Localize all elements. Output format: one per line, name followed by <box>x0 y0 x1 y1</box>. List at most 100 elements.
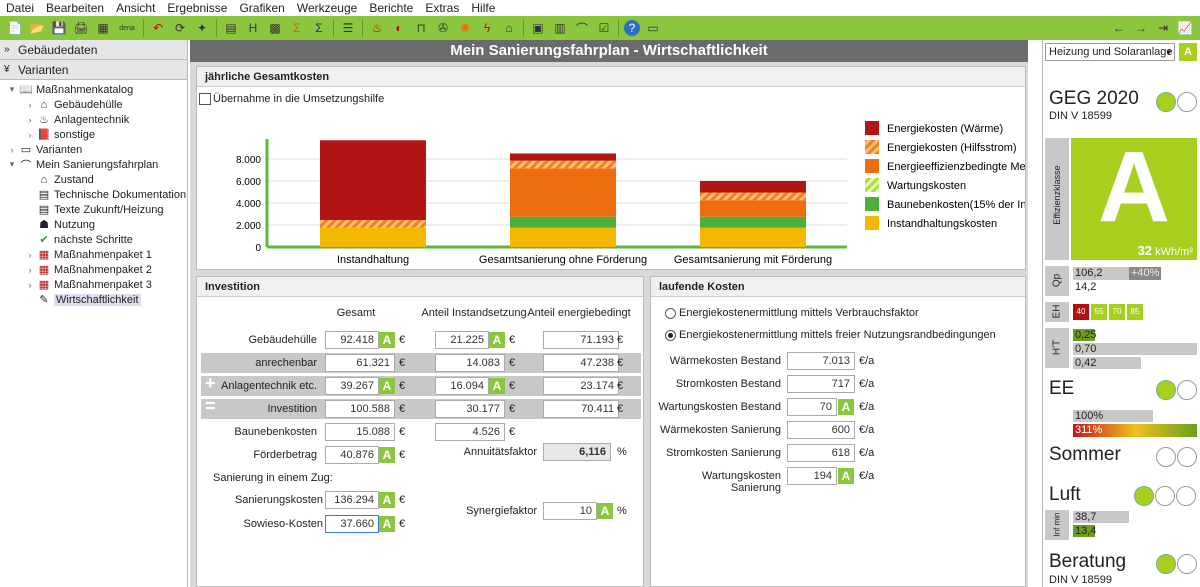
sanierungskosten-a-button[interactable]: A <box>379 492 395 508</box>
invest-field-e[interactable]: 23.174 <box>543 377 619 395</box>
menu-ergebnisse[interactable]: Ergebnisse <box>167 1 228 15</box>
undo-icon[interactable]: ↶ <box>152 21 164 35</box>
sanierungskosten-field[interactable]: 136.294 <box>325 491 379 509</box>
tree-item[interactable]: ▤ Technische Dokumentation <box>0 187 187 202</box>
forward-arrow-icon[interactable]: → <box>1135 21 1147 35</box>
refresh-icon[interactable]: ⟳ <box>174 21 186 35</box>
cost-a-button[interactable]: A <box>838 468 854 484</box>
sowieso-a-button[interactable]: A <box>379 516 395 532</box>
cost-field[interactable]: 717 <box>787 375 855 393</box>
synergie-a-button[interactable]: A <box>597 503 613 519</box>
invest-field-g[interactable]: 39.267 <box>325 377 379 395</box>
dena-icon[interactable]: dena <box>119 24 135 32</box>
checklist-icon[interactable]: ☑ <box>598 21 610 35</box>
tree-item[interactable]: ☗ Nutzung <box>0 217 187 232</box>
chevron-down-icon[interactable]: ▾ <box>9 159 15 169</box>
synergie-field[interactable]: 10 <box>543 502 597 520</box>
tree-item[interactable]: › ▭ Varianten <box>0 142 187 157</box>
sum-blue-icon[interactable]: Σ <box>315 21 323 35</box>
radio-nutzungsrandbedingungen-row[interactable]: Energiekostenermittlung mittels freier N… <box>665 329 996 341</box>
chevron-right-icon[interactable]: › <box>28 279 32 290</box>
pipe-icon[interactable]: ⊓ <box>416 21 426 35</box>
invest-a-button[interactable]: A <box>379 332 395 348</box>
tree-item[interactable]: › ▦ Maßnahmenpaket 3 <box>0 277 187 292</box>
radio-nutzungsrandbedingungen[interactable] <box>665 329 676 341</box>
cost-field[interactable]: 7.013 <box>787 352 855 370</box>
menu-berichte[interactable]: Berichte <box>369 1 414 15</box>
invest-field-i[interactable]: 14.083 <box>435 354 505 372</box>
chevron-right-icon[interactable]: › <box>10 144 14 155</box>
tree-item[interactable]: ✎ Wirtschaftlichkeit <box>0 292 187 307</box>
chevron-down-icon[interactable]: ▾ <box>9 84 15 94</box>
tree-item[interactable]: ✔ nächste Schritte <box>0 232 187 247</box>
chevron-right-icon[interactable]: › <box>28 249 32 260</box>
menu-grafiken[interactable]: Grafiken <box>239 1 285 15</box>
invest-field-g[interactable]: 92.418 <box>325 331 379 349</box>
document-icon[interactable]: ▤ <box>225 21 237 35</box>
chevron-right-icon[interactable]: › <box>28 264 32 275</box>
invest-field-g[interactable]: 15.088 <box>325 423 395 441</box>
menu-extras[interactable]: Extras <box>425 1 460 15</box>
flame-icon[interactable]: ♨ <box>371 21 383 35</box>
tree-item[interactable]: ⌂ Zustand <box>0 172 187 187</box>
export-icon[interactable]: ▥ <box>554 21 566 35</box>
uebernahme-checkbox-row[interactable]: Übernahme in die Umsetzungshilfe <box>199 93 384 105</box>
invest-a-button[interactable]: A <box>379 447 395 463</box>
drop-icon[interactable]: ◐ <box>395 21 403 35</box>
cost-a-button[interactable]: A <box>838 399 854 415</box>
help-icon[interactable]: ? <box>624 20 640 36</box>
chart-icon[interactable]: 📈 <box>1177 21 1193 35</box>
fan-icon[interactable]: ✇ <box>437 21 449 35</box>
invest-field-g[interactable]: 61.321 <box>325 354 395 372</box>
radio-verbrauchsfaktor-row[interactable]: Energiekostenermittlung mittels Verbrauc… <box>665 307 919 319</box>
back-arrow-icon[interactable]: ← <box>1113 21 1125 35</box>
cost-field[interactable]: 70 <box>787 398 837 416</box>
print-icon[interactable]: 🖨 <box>73 21 89 35</box>
invest-field-i[interactable]: 16.094 <box>435 377 489 395</box>
system-dropdown[interactable]: Heizung und Solaranlage ▾ <box>1045 43 1175 61</box>
info-icon[interactable]: ▭ <box>647 21 659 35</box>
tree-item[interactable]: ▤ Texte Zukunft/Heizung <box>0 202 187 217</box>
invest-a-button[interactable]: A <box>489 332 505 348</box>
tree-item[interactable]: › ▦ Maßnahmenpaket 2 <box>0 262 187 277</box>
menu-bearbeiten[interactable]: Bearbeiten <box>46 1 105 15</box>
report-icon[interactable]: ▣ <box>532 21 544 35</box>
list-icon[interactable]: ☰ <box>342 21 354 35</box>
invest-a-button[interactable]: A <box>489 378 505 394</box>
tree-item[interactable]: › ⌂ Gebäudehülle <box>0 97 187 112</box>
menu-werkzeuge[interactable]: Werkzeuge <box>296 1 358 15</box>
invest-a-button[interactable]: A <box>379 378 395 394</box>
new-file-icon[interactable]: 📄 <box>7 21 23 35</box>
cost-field[interactable]: 618 <box>787 444 855 462</box>
menu-datei[interactable]: Datei <box>6 1 35 15</box>
hh-icon[interactable]: H <box>248 21 258 35</box>
sowieso-field[interactable]: 37.660 <box>325 515 379 533</box>
section-gebaeudedaten[interactable]: » Gebäudedaten <box>0 40 187 60</box>
plan-icon[interactable]: ⌒ <box>575 21 588 36</box>
lightning-icon[interactable]: ϟ <box>483 21 491 35</box>
menu-ansicht[interactable]: Ansicht <box>116 1 156 15</box>
tree-item[interactable]: › 📕 sonstige <box>0 127 187 142</box>
invest-field-e[interactable]: 71.193 <box>543 331 619 349</box>
open-folder-icon[interactable]: 📂 <box>29 21 45 35</box>
save-icon[interactable]: 💾 <box>51 21 67 35</box>
house-icon[interactable]: ⌂ <box>505 21 513 35</box>
goto-icon[interactable]: ⇥ <box>1157 21 1169 35</box>
cost-field[interactable]: 194 <box>787 467 837 485</box>
tree-item[interactable]: ▾ ⌒ Mein Sanierungsfahrplan <box>0 157 187 172</box>
invest-field-i[interactable]: 30.177 <box>435 400 505 418</box>
invest-field-e[interactable]: 70.411 <box>543 400 619 418</box>
tree-item[interactable]: › ♨ Anlagentechnik <box>0 112 187 127</box>
invest-field-g[interactable]: 40.876 <box>325 446 379 464</box>
sum-icon[interactable]: Σ <box>293 21 301 35</box>
tree-item[interactable]: › ▦ Maßnahmenpaket 1 <box>0 247 187 262</box>
wizard-icon[interactable]: ✦ <box>196 21 208 35</box>
invest-field-i[interactable]: 21.225 <box>435 331 489 349</box>
invest-field-i[interactable]: 4.526 <box>435 423 505 441</box>
invest-field-e[interactable]: 47.238 <box>543 354 619 372</box>
section-varianten[interactable]: ¥ Varianten <box>0 60 187 80</box>
chevron-right-icon[interactable]: › <box>28 129 32 140</box>
import-icon[interactable]: ▦ <box>97 21 109 35</box>
uebernahme-checkbox[interactable] <box>199 93 211 105</box>
matrix-icon[interactable]: ▩ <box>269 21 281 35</box>
